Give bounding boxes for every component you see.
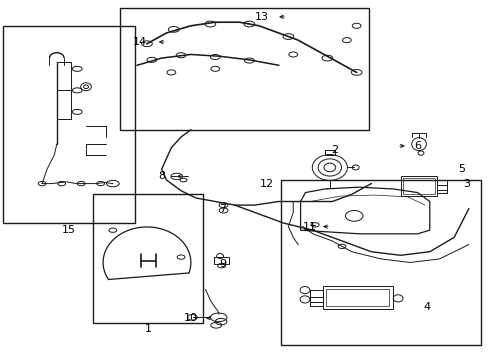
- Text: 10: 10: [183, 313, 198, 323]
- Text: 5: 5: [457, 164, 464, 174]
- Text: 7: 7: [219, 204, 225, 214]
- Text: 2: 2: [330, 144, 338, 154]
- Bar: [281, 180, 480, 345]
- Text: 4: 4: [423, 302, 430, 312]
- Text: 9: 9: [219, 259, 225, 269]
- Text: 3: 3: [462, 179, 469, 189]
- Bar: [326, 289, 388, 306]
- Text: 12: 12: [259, 179, 273, 189]
- Text: 15: 15: [62, 225, 76, 235]
- Text: 13: 13: [254, 12, 268, 22]
- Text: 11: 11: [303, 222, 317, 231]
- Bar: [93, 194, 203, 323]
- Text: 8: 8: [158, 171, 165, 181]
- Bar: [310, 291, 322, 306]
- Bar: [436, 180, 446, 193]
- Text: 1: 1: [144, 324, 152, 334]
- Bar: [213, 257, 229, 264]
- Bar: [402, 178, 434, 194]
- Bar: [322, 286, 392, 309]
- Bar: [325, 149, 334, 154]
- Text: 6: 6: [413, 141, 420, 151]
- Bar: [400, 176, 436, 196]
- Bar: [3, 26, 135, 223]
- Text: 14: 14: [132, 37, 146, 47]
- Bar: [120, 8, 368, 130]
